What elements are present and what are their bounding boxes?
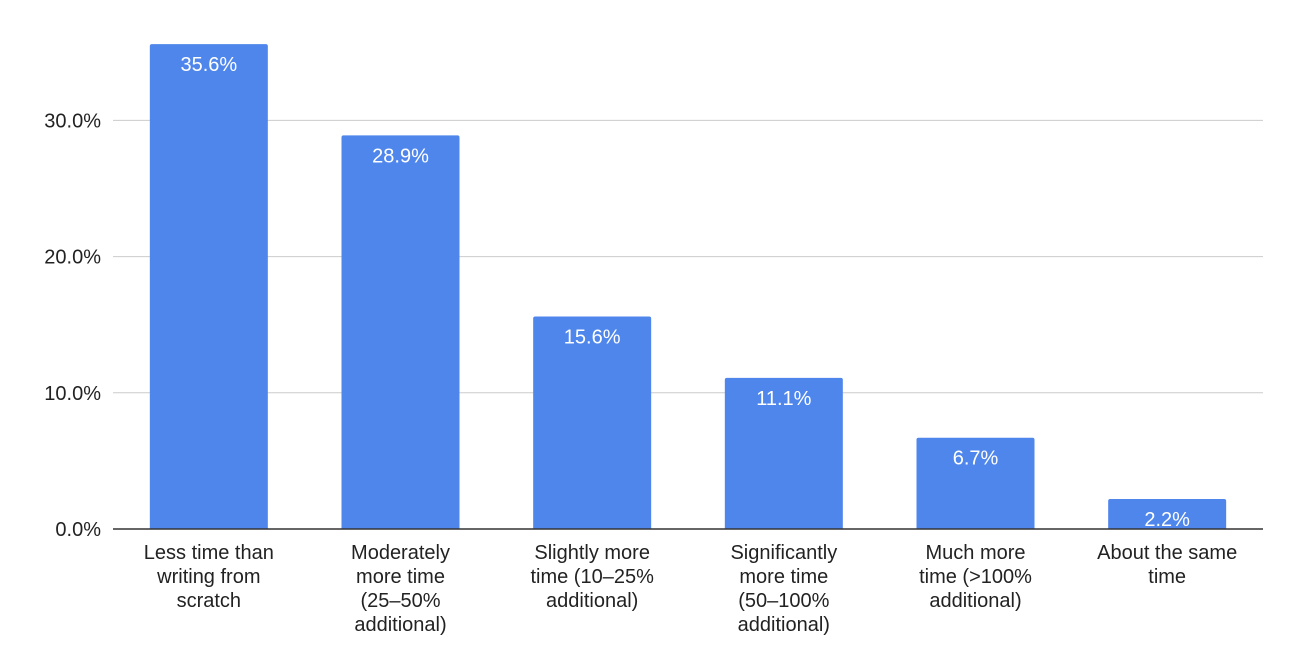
x-tick-label-line: Moderately — [351, 542, 450, 564]
x-tick-label-line: additional) — [738, 614, 830, 636]
x-tick-label-line: Less time than — [144, 542, 274, 564]
y-tick-label: 30.0% — [44, 110, 101, 132]
x-tick-label-line: time (>100% — [919, 566, 1032, 588]
x-tick-label: Slightly more time (10–25% additional) — [530, 542, 654, 612]
bar — [916, 437, 1035, 529]
x-tick-label: About the same time — [1097, 542, 1237, 588]
x-tick-label-line: scratch — [177, 590, 241, 612]
y-tick-label: 10.0% — [44, 383, 101, 405]
bar — [149, 44, 268, 530]
y-tick-label: 20.0% — [44, 247, 101, 269]
bar — [1108, 499, 1227, 529]
x-tick-label: Much more time (>100% additional) — [919, 542, 1032, 612]
x-tick-label-line: About the same — [1097, 542, 1237, 564]
x-tick-label-line: time (10–25% — [530, 566, 654, 588]
bar — [533, 316, 652, 529]
x-tick-label-line: writing from — [156, 566, 260, 588]
x-tick-label-line: Slightly more — [534, 542, 650, 564]
bars — [149, 44, 1227, 530]
x-tick-label: Moderately more time (25–50% additional) — [351, 542, 450, 636]
y-tick-label: 0.0% — [55, 519, 101, 541]
x-tick-label-line: Much more — [925, 542, 1025, 564]
gridlines — [113, 119, 1263, 394]
bar-data-label: 6.7% — [953, 448, 999, 470]
bar-data-label: 35.6% — [180, 54, 237, 76]
x-tick-label-line: more time — [356, 566, 445, 588]
x-tick-label: Less time than writing from scratch — [144, 542, 274, 612]
x-tick-label-line: (25–50% — [360, 590, 440, 612]
x-tick-label-line: additional) — [929, 590, 1021, 612]
bar-data-label: 28.9% — [372, 145, 429, 167]
bar — [724, 377, 843, 529]
bar-data-label: 2.2% — [1144, 509, 1190, 531]
x-tick-label-line: time — [1148, 566, 1186, 588]
bar-data-label: 11.1% — [756, 388, 811, 410]
x-tick-label: Significantly more time (50–100% additional… — [730, 542, 837, 636]
labels: 0.0% 10.0% 20.0% 30.0% 35.6% Less time than wr… — [44, 54, 1237, 636]
x-tick-label-line: additional) — [354, 614, 446, 636]
bar-data-label: 15.6% — [564, 327, 621, 349]
x-tick-label-line: more time — [739, 566, 828, 588]
bar — [341, 135, 460, 529]
x-tick-label-line: additional) — [546, 590, 638, 612]
x-tick-label-line: Significantly — [730, 542, 837, 564]
x-tick-label-line: (50–100% — [738, 590, 829, 612]
